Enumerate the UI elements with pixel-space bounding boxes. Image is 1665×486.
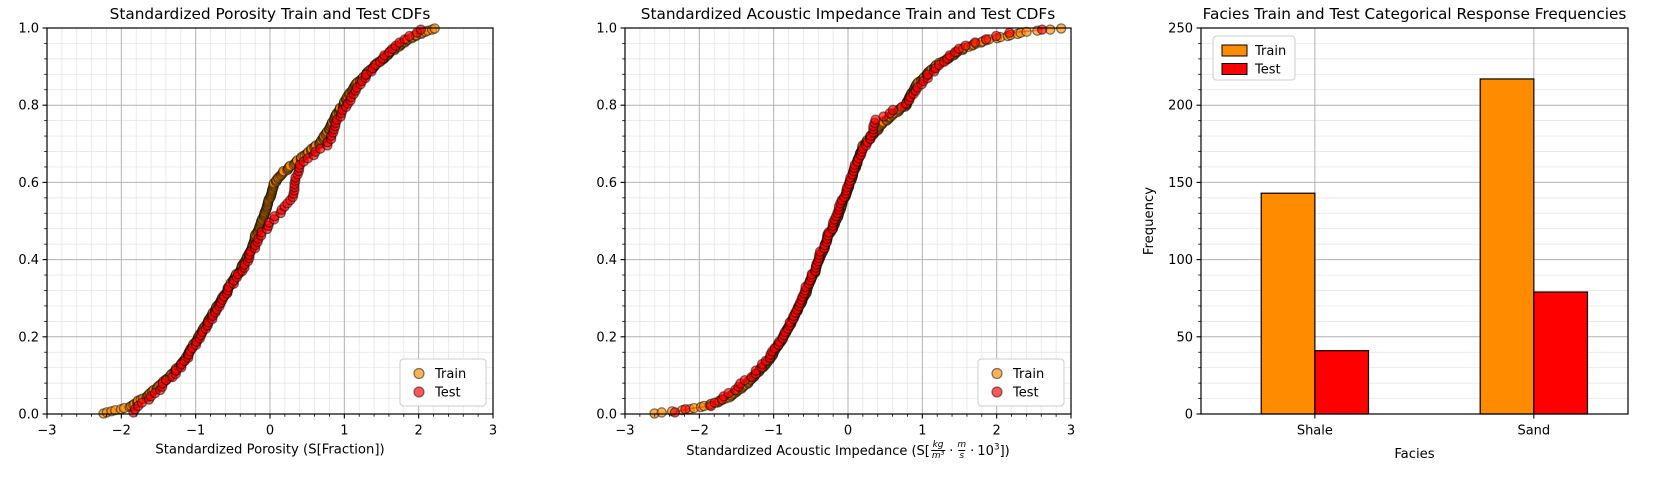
svg-text:0.6: 0.6 — [596, 176, 617, 191]
svg-text:0.2: 0.2 — [596, 330, 617, 345]
svg-text:Train: Train — [1012, 367, 1044, 382]
facies-bar-plot: Shale Sand 0 50 100 150 200 250 Facies Train and… — [1110, 0, 1665, 486]
svg-text:−1: −1 — [764, 424, 783, 439]
svg-text:150: 150 — [1168, 176, 1193, 191]
frac-numerator: m — [957, 440, 967, 450]
svg-text:1.0: 1.0 — [596, 22, 617, 37]
svg-text:Train: Train — [434, 367, 466, 382]
multiplication-dot: · — [949, 444, 954, 460]
cdf-series-test — [669, 24, 1048, 418]
legend: Train Test — [399, 358, 487, 407]
porosity-cdf-plot: −3 −2 −1 0 1 2 3 0.0 0.2 0.4 0.6 0.8 1.0 Standardized… — [0, 0, 555, 486]
impedance-xlabel-frac-kg-m3: kg m³ — [930, 440, 946, 462]
chart-title: Facies Train and Test Categorical Respon… — [1203, 5, 1627, 23]
svg-text:0.2: 0.2 — [18, 330, 39, 345]
cdf-series-test — [128, 24, 427, 418]
x-axis-label: Standardized Porosity (S[Fraction]) — [155, 443, 384, 458]
svg-text:50: 50 — [1176, 330, 1193, 345]
svg-text:Train: Train — [1254, 44, 1286, 59]
impedance-xlabel: Standardized Acoustic Impedance (S[ kg m… — [686, 440, 1010, 463]
bar-series-test — [1314, 291, 1589, 415]
chart-title: Standardized Porosity Train and Test CDF… — [110, 5, 431, 23]
impedance-xlabel-prefix: Standardized Acoustic Impedance (S[ — [686, 444, 930, 460]
x-axis-label: Facies — [1394, 447, 1434, 462]
frac-denominator: s — [958, 450, 966, 462]
svg-text:Test: Test — [434, 386, 461, 401]
svg-text:0.6: 0.6 — [18, 176, 39, 191]
frac-numerator: kg — [932, 440, 944, 450]
svg-text:Shale: Shale — [1297, 424, 1333, 439]
svg-text:0.0: 0.0 — [18, 408, 39, 423]
svg-text:0: 0 — [844, 424, 852, 439]
frac-denominator: m³ — [930, 450, 946, 462]
svg-text:−3: −3 — [615, 424, 634, 439]
chart-title: Standardized Acoustic Impedance Train an… — [641, 5, 1055, 23]
y-axis-label: Frequency — [1142, 187, 1157, 255]
svg-text:3: 3 — [1067, 424, 1075, 439]
impedance-cdf-plot: −3 −2 −1 0 1 2 3 0.0 0.2 0.4 0.6 0.8 1.0 Standardized… — [555, 0, 1110, 486]
svg-text:1: 1 — [918, 424, 926, 439]
ticks: −3 −2 −1 0 1 2 3 0.0 0.2 0.4 0.6 0.8 1.0 — [596, 22, 1075, 439]
impedance-xlabel-frac-m-s: m s — [957, 440, 966, 462]
svg-text:2: 2 — [993, 424, 1001, 439]
svg-text:200: 200 — [1168, 99, 1193, 114]
svg-text:3: 3 — [489, 424, 497, 439]
svg-text:0: 0 — [266, 424, 274, 439]
svg-text:1.0: 1.0 — [18, 22, 39, 37]
impedance-xlabel-suffix: ]) — [999, 444, 1010, 460]
svg-text:0.8: 0.8 — [18, 99, 39, 114]
svg-text:1: 1 — [340, 424, 348, 439]
bar-series-train — [1260, 78, 1535, 415]
svg-text:0.4: 0.4 — [18, 253, 39, 268]
power-exponent: 3 — [993, 443, 1000, 454]
svg-text:−3: −3 — [37, 424, 56, 439]
svg-text:0.0: 0.0 — [596, 408, 617, 423]
svg-text:−2: −2 — [112, 424, 131, 439]
svg-text:250: 250 — [1168, 22, 1193, 37]
svg-text:−1: −1 — [186, 424, 205, 439]
ticks: −3 −2 −1 0 1 2 3 0.0 0.2 0.4 0.6 0.8 1.0 — [18, 22, 497, 439]
svg-text:0.4: 0.4 — [596, 253, 617, 268]
svg-text:Sand: Sand — [1517, 424, 1550, 439]
grid — [624, 27, 1072, 415]
impedance-cdf-svg: −3 −2 −1 0 1 2 3 0.0 0.2 0.4 0.6 0.8 1.0 Standardized… — [596, 5, 1075, 439]
svg-text:100: 100 — [1168, 253, 1193, 268]
legend: Train Test — [977, 358, 1065, 407]
legend: Train Test — [1212, 35, 1296, 81]
ticks: Shale Sand 0 50 100 150 200 250 — [1168, 22, 1550, 439]
svg-text:Test: Test — [1012, 386, 1039, 401]
svg-text:−2: −2 — [690, 424, 709, 439]
facies-bar-svg: Shale Sand 0 50 100 150 200 250 Facies Train and… — [1142, 5, 1629, 462]
power-of-ten: 103 — [977, 443, 1000, 460]
multiplication-dot: · — [970, 444, 975, 460]
svg-text:Test: Test — [1254, 63, 1281, 78]
porosity-cdf-svg: −3 −2 −1 0 1 2 3 0.0 0.2 0.4 0.6 0.8 1.0 Standardized… — [18, 5, 497, 458]
svg-text:0: 0 — [1185, 408, 1193, 423]
svg-text:0.8: 0.8 — [596, 99, 617, 114]
svg-text:2: 2 — [415, 424, 423, 439]
power-base: 10 — [977, 444, 994, 460]
